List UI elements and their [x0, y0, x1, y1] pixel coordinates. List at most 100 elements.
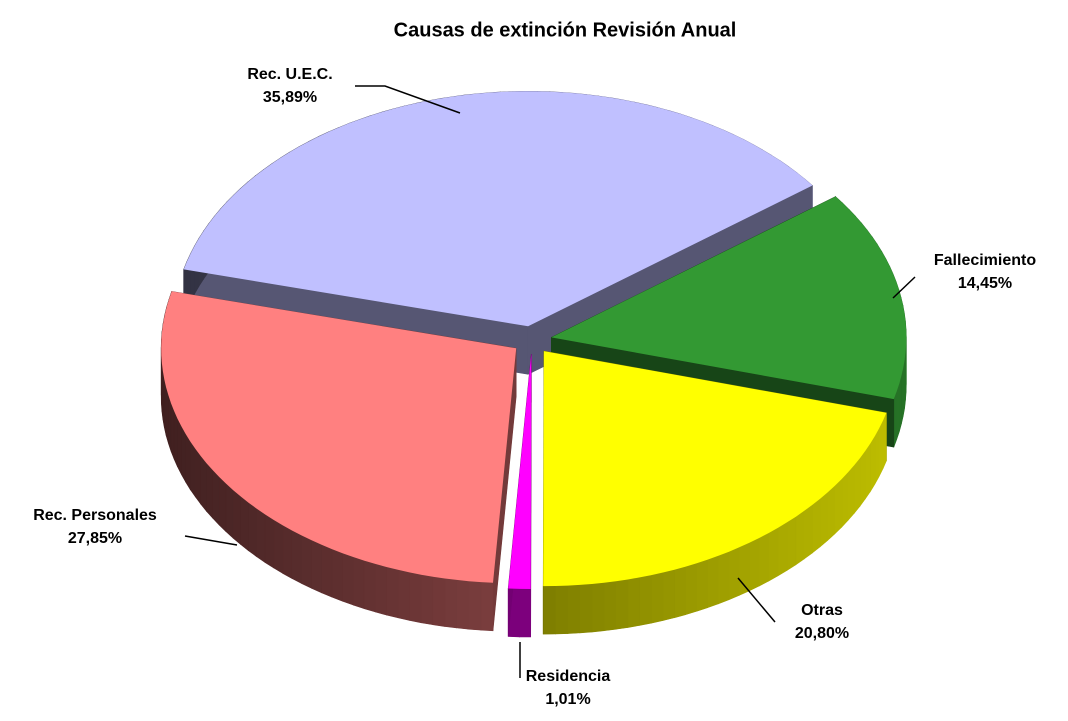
slice-side — [409, 572, 422, 624]
slice-side — [555, 585, 568, 635]
slice-side — [777, 521, 788, 577]
slice-side — [870, 434, 876, 493]
slice-side — [248, 502, 257, 558]
slice-side — [420, 574, 434, 626]
slice-side — [170, 403, 175, 460]
slice-side — [291, 530, 302, 584]
slice-side — [685, 562, 698, 616]
slice-side — [804, 504, 813, 560]
leader-line — [892, 276, 916, 299]
slice-side — [240, 495, 249, 552]
slice-side — [768, 527, 779, 582]
slice-label: Residencia — [526, 668, 611, 685]
slice-side — [899, 375, 902, 432]
slice-side — [173, 410, 178, 467]
slice-label: Rec. Personales — [33, 507, 157, 524]
slice-side — [200, 455, 207, 512]
slice-side — [165, 387, 169, 444]
slice-side — [896, 383, 900, 440]
slice-side — [662, 569, 675, 621]
slice-top — [183, 91, 813, 327]
slice-side — [444, 578, 457, 629]
slice-value-label: 35,89% — [263, 89, 317, 106]
slice-side — [282, 524, 293, 580]
slice-side — [847, 464, 855, 521]
slice-label: Rec. U.E.C. — [247, 66, 332, 83]
slice-side — [627, 577, 640, 628]
slice-side — [519, 588, 531, 638]
slice-top — [543, 351, 887, 587]
slice-top — [551, 196, 907, 400]
slice-side — [615, 579, 629, 630]
slice-side — [185, 432, 191, 491]
slice-side — [795, 510, 805, 566]
slice-side — [397, 569, 410, 621]
slice-side — [273, 519, 284, 574]
slice-side — [696, 559, 708, 612]
slice-side — [878, 420, 884, 477]
slice-side — [206, 462, 213, 519]
slice-side — [218, 476, 227, 533]
slice-side — [542, 585, 556, 635]
slice-side — [758, 532, 770, 587]
slice — [542, 350, 887, 635]
slice-side — [363, 560, 376, 613]
slice-side — [189, 440, 196, 498]
leader-line — [355, 85, 461, 114]
slice-value-label: 20,80% — [795, 625, 849, 642]
slice-side — [728, 546, 740, 601]
slice-side — [859, 449, 866, 507]
slice-side — [882, 412, 887, 469]
chart-title: Causas de extinción Revisión Anual — [394, 19, 737, 41]
slice-side — [854, 457, 861, 514]
slice-side — [707, 555, 719, 609]
slice-side — [321, 544, 333, 598]
slice-side — [468, 580, 482, 631]
slice-side — [432, 576, 446, 627]
slice-side — [331, 548, 343, 602]
slice-value-label: 14,45% — [958, 275, 1012, 292]
slice-side — [834, 478, 843, 535]
slice-side — [841, 471, 849, 528]
slice-side — [739, 542, 750, 596]
slice-side — [232, 489, 241, 546]
slice-side — [893, 391, 897, 448]
slice-side — [374, 563, 387, 616]
slice — [160, 291, 517, 632]
slice-side — [674, 566, 686, 619]
slice-side — [256, 508, 266, 563]
leader-line — [737, 577, 776, 623]
slice-side — [749, 537, 760, 592]
slice-side — [865, 442, 871, 500]
slice-top — [508, 354, 532, 589]
slice-side — [651, 572, 664, 624]
slice-side — [827, 485, 836, 541]
slice-side — [786, 516, 797, 571]
slice-side — [480, 581, 494, 632]
slice-top — [161, 291, 517, 583]
slice-side — [820, 491, 829, 548]
slice-side — [342, 552, 354, 606]
slice-side — [812, 497, 821, 554]
slice-side — [386, 566, 399, 619]
slice-side — [212, 469, 220, 526]
slice-side — [264, 513, 275, 569]
slice-side — [603, 580, 617, 632]
slice-side — [591, 582, 605, 633]
slice-side — [311, 539, 322, 594]
slice-side — [195, 447, 201, 505]
slice-value-label: 27,85% — [68, 530, 122, 547]
slice-side — [874, 428, 880, 485]
slice-side — [579, 583, 593, 634]
slice-side — [456, 579, 470, 630]
slice-side — [639, 574, 652, 626]
slice-label: Fallecimiento — [934, 252, 1036, 269]
leader-line — [184, 535, 238, 546]
slice-value-label: 1,01% — [545, 691, 590, 708]
slice — [507, 353, 532, 638]
slice-side — [567, 584, 581, 634]
slice-side — [301, 535, 312, 589]
slice-side — [718, 551, 730, 605]
slice-label: Otras — [801, 602, 843, 619]
